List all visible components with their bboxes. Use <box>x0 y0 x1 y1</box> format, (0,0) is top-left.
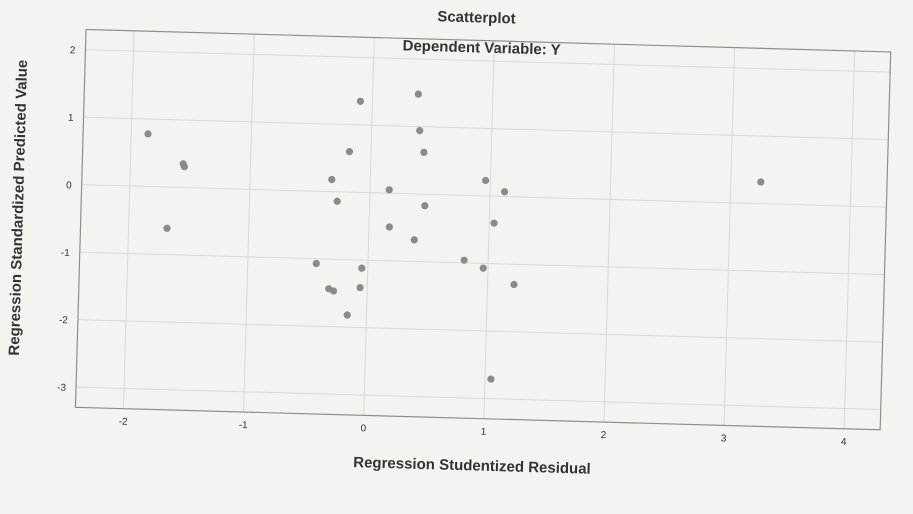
x-gridline <box>122 30 135 409</box>
scatter-point <box>757 178 765 186</box>
y-gridline <box>85 49 891 73</box>
x-tick-label: -2 <box>119 417 129 428</box>
x-tick-label: 4 <box>841 437 847 448</box>
y-tick-label: 0 <box>66 180 72 191</box>
x-tick-label: -1 <box>239 420 249 431</box>
scatter-point <box>487 375 495 383</box>
x-tick-label: 0 <box>360 423 366 434</box>
scatter-point <box>385 186 393 194</box>
chart-title: Scatterplot <box>437 8 516 27</box>
scatter-point <box>500 188 509 196</box>
x-gridline <box>483 40 495 419</box>
y-tick-label: 2 <box>70 45 76 56</box>
chart-subtitle: Dependent Variable: Y <box>402 37 561 58</box>
x-tick-label: 3 <box>721 433 727 444</box>
scatter-point <box>356 97 365 105</box>
scatter-point <box>482 176 490 185</box>
scatter-point <box>510 280 518 289</box>
scatter-point <box>163 224 171 232</box>
y-gridline <box>76 386 881 411</box>
grid <box>76 30 891 429</box>
data-points <box>144 90 765 383</box>
scatter-point <box>329 287 338 295</box>
scatter-point <box>345 148 354 156</box>
y-tick-label: -1 <box>61 248 71 259</box>
x-gridline <box>363 37 375 416</box>
y-axis-ticks: 2 1 0 -1 -2 -3 <box>57 45 76 394</box>
scatter-point <box>479 264 487 272</box>
scatter-point <box>410 236 418 244</box>
y-gridline <box>77 319 883 343</box>
y-axis-title: Regression Standardized Predicted Value <box>6 60 31 356</box>
scatter-point <box>180 162 188 171</box>
y-gridline <box>83 116 889 141</box>
scatter-point <box>414 90 422 98</box>
scatter-point <box>358 264 366 272</box>
y-tick-label: -3 <box>57 383 67 394</box>
x-tick-label: 1 <box>480 427 486 438</box>
plot-frame <box>74 28 892 431</box>
scatter-point <box>385 223 393 231</box>
scatter-point <box>490 219 498 227</box>
scatter-point <box>343 311 351 319</box>
y-gridline <box>79 251 885 276</box>
scatter-point <box>144 130 152 138</box>
x-axis-title: Regression Studentized Residual <box>353 454 591 478</box>
x-gridline <box>723 47 736 426</box>
x-gridline <box>243 34 255 413</box>
scatter-point <box>312 259 320 268</box>
x-gridline <box>843 50 856 429</box>
scatter-point <box>420 148 428 156</box>
y-tick-label: 1 <box>68 113 74 124</box>
scatter-point <box>416 127 424 135</box>
x-gridline <box>603 44 615 423</box>
scatter-point <box>460 256 468 264</box>
scatter-point <box>356 284 364 292</box>
x-tick-label: 2 <box>601 430 607 441</box>
scatter-point <box>328 175 336 184</box>
x-axis-ticks: -2 -1 0 1 2 3 4 <box>119 417 848 448</box>
y-gridline <box>81 184 887 208</box>
y-tick-label: -2 <box>59 315 69 326</box>
scatter-point <box>421 202 429 210</box>
scatter-point <box>333 197 341 205</box>
